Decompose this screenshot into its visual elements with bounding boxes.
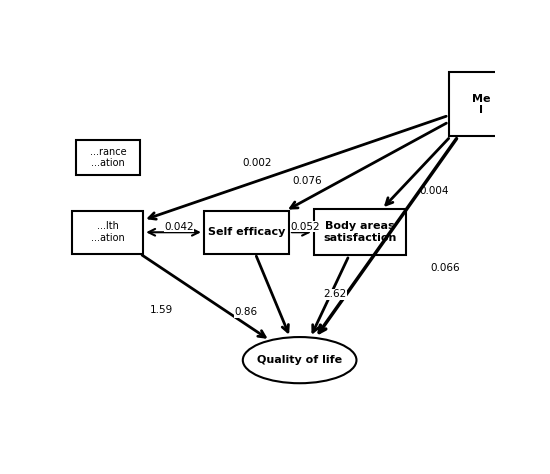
Text: Body areas
satisfaction: Body areas satisfaction — [323, 221, 397, 243]
Text: Quality of life: Quality of life — [257, 355, 342, 365]
Text: ...lth
...ation: ...lth ...ation — [91, 221, 125, 243]
Text: 0.052: 0.052 — [290, 222, 320, 232]
Text: Me
I: Me I — [471, 93, 490, 115]
Text: 0.004: 0.004 — [420, 186, 449, 196]
FancyBboxPatch shape — [204, 211, 289, 254]
Text: 0.066: 0.066 — [431, 263, 460, 273]
Text: ...rance
...ation: ...rance ...ation — [90, 147, 126, 168]
Text: 1.59: 1.59 — [150, 305, 173, 315]
Text: Self efficacy: Self efficacy — [208, 227, 285, 237]
Ellipse shape — [243, 337, 356, 383]
Text: 0.86: 0.86 — [235, 307, 258, 317]
Text: 0.002: 0.002 — [242, 158, 272, 168]
Text: 2.62: 2.62 — [323, 290, 347, 300]
FancyBboxPatch shape — [449, 73, 513, 137]
FancyBboxPatch shape — [314, 209, 406, 255]
FancyBboxPatch shape — [72, 211, 144, 254]
Text: 0.076: 0.076 — [292, 176, 322, 186]
FancyBboxPatch shape — [76, 140, 140, 175]
Text: 0.042: 0.042 — [164, 222, 194, 232]
